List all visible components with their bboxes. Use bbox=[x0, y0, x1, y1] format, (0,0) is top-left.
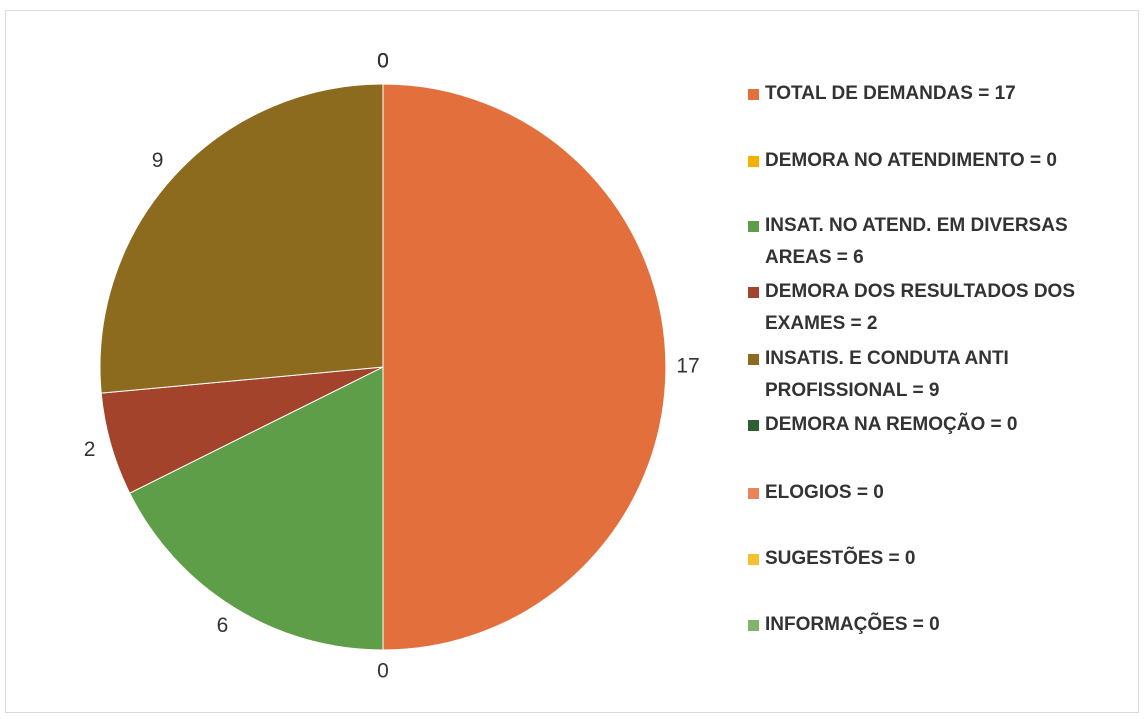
data-label: 9 bbox=[152, 149, 164, 172]
pie-slice bbox=[99, 83, 384, 394]
legend-label: TOTAL DE DEMANDAS = 17 bbox=[765, 83, 1016, 104]
legend-label: DEMORA NA REMOÇÃO = 0 bbox=[765, 414, 1018, 435]
pie-slice bbox=[128, 366, 384, 651]
legend-swatch bbox=[748, 554, 759, 565]
pie-slice bbox=[382, 83, 667, 651]
legend-entry: ELOGIOS = 0 bbox=[748, 477, 1133, 509]
legend-label: DEMORA DOS RESULTADOS DOS EXAMES = 2 bbox=[765, 281, 1075, 334]
data-label: 0 bbox=[377, 50, 389, 73]
legend-entry: INSAT. NO ATEND. EM DIVERSAS AREAS = 6 bbox=[748, 210, 1133, 274]
data-label: 0 bbox=[377, 50, 389, 73]
legend-swatch bbox=[748, 488, 759, 499]
legend-swatch bbox=[748, 156, 759, 167]
legend-label: INSATIS. E CONDUTA ANTI PROFISSIONAL = 9 bbox=[765, 348, 1009, 401]
data-label: 2 bbox=[84, 438, 96, 461]
legend-swatch bbox=[748, 420, 759, 431]
legend-entry: TOTAL DE DEMANDAS = 17 bbox=[748, 78, 1133, 110]
legend-swatch bbox=[748, 620, 759, 631]
legend-entry: DEMORA NA REMOÇÃO = 0 bbox=[748, 409, 1133, 441]
data-label: 17 bbox=[676, 355, 699, 378]
legend-entry: DEMORA NO ATENDIMENTO = 0 bbox=[748, 145, 1133, 177]
legend-label: ELOGIOS = 0 bbox=[765, 482, 884, 503]
legend-swatch bbox=[748, 354, 759, 365]
legend-label: INFORMAÇÕES = 0 bbox=[765, 614, 940, 635]
chart-frame bbox=[5, 10, 1139, 713]
legend-entry: INSATIS. E CONDUTA ANTI PROFISSIONAL = 9 bbox=[748, 343, 1133, 407]
legend-swatch bbox=[748, 287, 759, 298]
legend-entry: SUGESTÕES = 0 bbox=[748, 543, 1133, 575]
legend-label: DEMORA NO ATENDIMENTO = 0 bbox=[765, 150, 1057, 171]
legend-entry: DEMORA DOS RESULTADOS DOS EXAMES = 2 bbox=[748, 276, 1133, 340]
data-label: 6 bbox=[217, 614, 229, 637]
data-label: 0 bbox=[377, 660, 389, 683]
data-label: 0 bbox=[377, 50, 389, 73]
legend-swatch bbox=[748, 89, 759, 100]
legend-entry: INFORMAÇÕES = 0 bbox=[748, 609, 1133, 641]
legend-label: INSAT. NO ATEND. EM DIVERSAS AREAS = 6 bbox=[765, 215, 1068, 268]
legend-label: SUGESTÕES = 0 bbox=[765, 548, 916, 569]
data-label: 0 bbox=[377, 50, 389, 73]
legend-swatch bbox=[748, 221, 759, 232]
